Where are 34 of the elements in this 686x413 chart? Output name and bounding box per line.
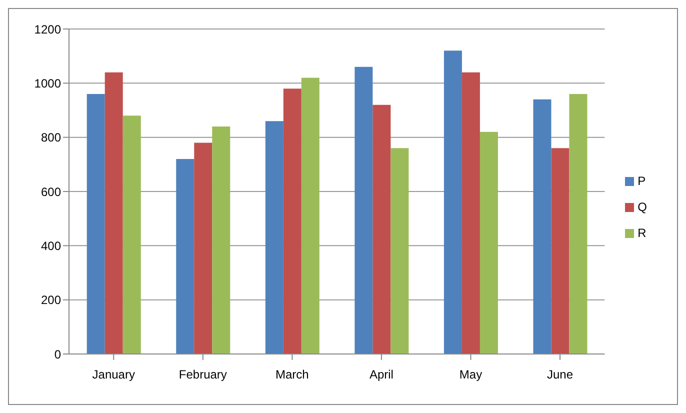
y-tick-label: 1000	[34, 76, 62, 90]
bar	[301, 78, 320, 354]
y-tick-label: 200	[40, 293, 62, 308]
y-tick-label: 400	[40, 238, 62, 253]
bar	[265, 121, 284, 354]
bar	[462, 72, 480, 354]
bar	[372, 104, 391, 354]
bar	[212, 126, 230, 354]
bar	[176, 159, 194, 354]
x-tick-label: April	[369, 368, 394, 382]
bar	[444, 50, 462, 354]
bar	[569, 94, 588, 354]
legend-label: P	[638, 174, 646, 188]
bar	[390, 148, 409, 354]
legend-label: Q	[638, 200, 647, 214]
bar	[86, 94, 105, 354]
bar	[194, 142, 212, 354]
bar	[551, 148, 570, 354]
bar	[122, 116, 141, 354]
bar	[283, 88, 302, 354]
x-tick-label: February	[178, 368, 227, 382]
bar	[354, 66, 373, 354]
y-tick-label: 600	[40, 184, 62, 199]
bar	[480, 132, 498, 354]
y-tick-label: 1200	[34, 22, 62, 36]
x-tick-label: June	[547, 368, 574, 382]
bar	[104, 72, 123, 354]
x-tick-label: January	[92, 368, 135, 382]
y-tick-label: 800	[40, 130, 62, 145]
bar	[533, 99, 552, 354]
x-tick-label: March	[276, 368, 309, 382]
legend-label: R	[638, 226, 646, 240]
y-tick-label: 0	[54, 347, 62, 362]
x-tick-label: May	[459, 368, 482, 382]
